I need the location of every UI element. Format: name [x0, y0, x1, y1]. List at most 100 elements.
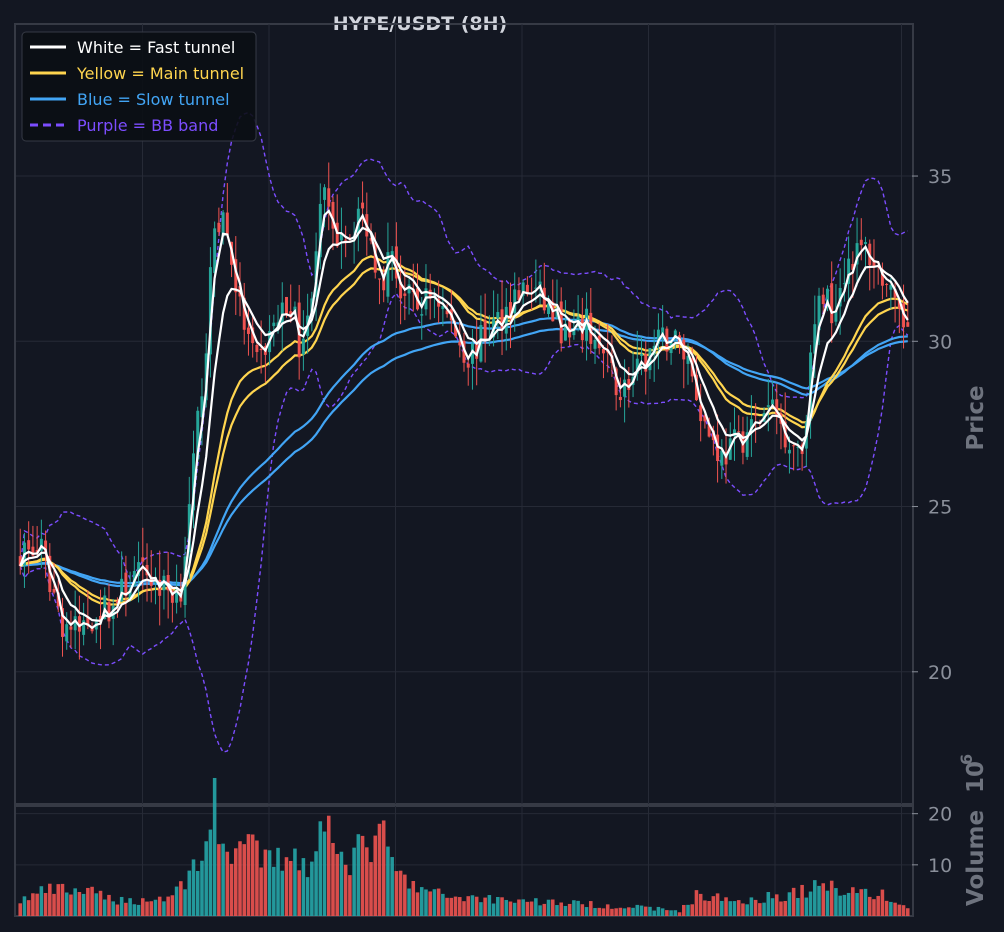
volume-bar: [52, 893, 56, 916]
volume-bar: [22, 896, 27, 916]
bb-lower-line: [19, 292, 909, 753]
volume-bar: [897, 904, 902, 916]
candle-body: [196, 410, 200, 460]
volume-bar: [813, 880, 817, 916]
volume-bar: [496, 896, 500, 916]
candle-body: [517, 290, 521, 301]
candle-body: [538, 281, 542, 286]
volume-bar: [732, 901, 737, 916]
candle-body: [52, 589, 56, 593]
volume-bar: [187, 870, 192, 916]
candle-body: [141, 557, 145, 562]
volume-bar: [305, 877, 310, 916]
volume-bar: [297, 870, 301, 916]
volume-bar: [774, 894, 779, 916]
volume-bar: [386, 846, 390, 916]
volume-bar: [639, 905, 644, 916]
volume-axis-exponent-base: 10: [963, 761, 989, 793]
candle-body: [644, 353, 648, 372]
candle-body: [242, 297, 246, 330]
candle-body: [754, 414, 758, 416]
volume-bar: [462, 901, 466, 916]
candle-body: [390, 251, 394, 259]
volume-bar: [335, 853, 339, 916]
candle-body: [407, 284, 411, 294]
volume-bar: [365, 847, 369, 916]
candle-body: [906, 322, 910, 327]
volume-bar: [521, 899, 525, 916]
volume-bar: [26, 900, 31, 916]
candle-body: [86, 616, 90, 626]
candle-body: [187, 504, 191, 553]
candle-body: [640, 353, 643, 356]
volume-bar: [821, 883, 826, 916]
candle-body: [200, 396, 204, 418]
volume-bar: [390, 857, 394, 916]
volume-bar: [352, 847, 356, 916]
volume-bar: [855, 893, 859, 916]
volume-bar: [808, 891, 813, 916]
volume-bar: [119, 896, 124, 916]
volume-bar: [115, 904, 120, 916]
volume-bar: [128, 898, 132, 916]
volume-bar: [98, 890, 103, 916]
volume-bar: [728, 901, 733, 916]
volume-bar: [838, 895, 842, 916]
candle-body: [377, 278, 381, 280]
volume-bar: [525, 901, 530, 916]
volume-bar: [204, 841, 208, 916]
volume-bar: [889, 901, 893, 916]
price-axis-label: Price: [963, 385, 989, 450]
candle-body: [821, 294, 825, 305]
legend-entry: Purple = BB band: [77, 116, 218, 135]
candle-body: [132, 570, 136, 586]
volume-bar: [238, 841, 242, 916]
candle-body: [509, 302, 512, 320]
volume-bar: [749, 897, 754, 916]
volume-bar: [690, 904, 695, 916]
volume-bar: [614, 908, 618, 916]
volume-bar: [398, 870, 403, 916]
volume-bar: [457, 897, 462, 916]
volume-bar: [360, 835, 365, 916]
candle-body: [661, 327, 665, 336]
candle-body: [386, 252, 390, 297]
legend-entry: Blue = Slow tunnel: [77, 90, 230, 109]
volume-bar: [901, 905, 906, 916]
volume-bar: [153, 899, 158, 916]
volume-bar: [796, 897, 800, 916]
candle-body: [285, 296, 288, 314]
volume-bar: [284, 857, 289, 916]
candle-body: [120, 578, 124, 602]
candle-body: [103, 595, 107, 620]
candle-body: [787, 449, 791, 454]
volume-bar: [546, 899, 551, 916]
volume-bar: [326, 815, 331, 916]
volume-bar: [250, 834, 255, 916]
volume-bar: [703, 900, 707, 916]
volume-bar: [593, 908, 597, 916]
candle-body: [107, 602, 111, 622]
volume-bar: [394, 871, 399, 916]
volume-bar: [225, 851, 230, 916]
volume-bar: [419, 887, 424, 916]
candle-body: [707, 423, 711, 437]
candle-body: [221, 212, 225, 237]
volume-tick-label: 20: [928, 804, 952, 826]
volume-bar: [242, 844, 247, 916]
volume-bar: [259, 867, 263, 916]
volume-axis-exponent: 6: [957, 754, 976, 765]
volume-bar: [428, 891, 432, 916]
volume-bar: [627, 907, 631, 916]
candle-body: [251, 327, 255, 344]
volume-bar: [631, 907, 635, 916]
candle-body: [889, 284, 893, 290]
candle-body: [897, 300, 901, 309]
candle-body: [483, 320, 487, 342]
volume-bar: [35, 893, 39, 916]
volume-axis-label: Volume: [963, 810, 989, 906]
candle-body: [885, 283, 889, 285]
volume-bar: [753, 899, 758, 916]
volume-bar: [707, 900, 711, 916]
volume-bar: [859, 889, 864, 916]
